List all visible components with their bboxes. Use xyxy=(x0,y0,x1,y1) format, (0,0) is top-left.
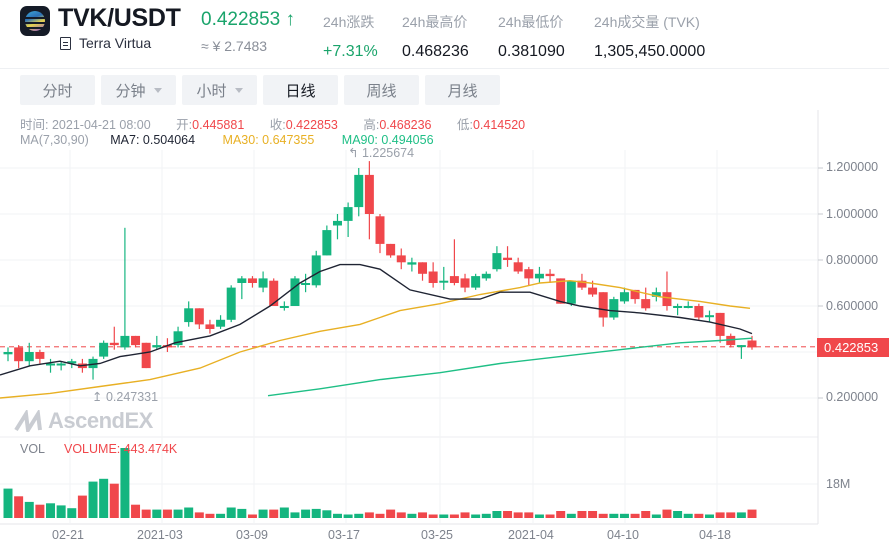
market-header: TVK/USDT Terra Virtua 0.422853 ↑ ≈ ¥ 2.7… xyxy=(0,0,889,70)
y-tick: 0.600000 xyxy=(826,299,879,313)
tab-label: 分时 xyxy=(42,82,73,100)
document-icon xyxy=(60,36,71,50)
tab-label: 日线 xyxy=(285,82,316,100)
x-tick: 2021-04 xyxy=(508,528,554,542)
close-label: 收: xyxy=(269,118,286,132)
tab-label: 分钟 xyxy=(115,82,146,100)
stat-change: 24h涨跌 +7.31% xyxy=(323,12,378,61)
y-tick: 1.200000 xyxy=(826,160,879,174)
ohlc-info: 时间: 2021-04-21 08:00 开:0.445881 收:0.4228… xyxy=(20,114,525,133)
header-divider xyxy=(0,68,889,69)
time-label: 时间: xyxy=(20,118,49,132)
tab-daily[interactable]: 日线 xyxy=(263,75,338,105)
open-label: 开: xyxy=(176,118,193,132)
peak-annotation: ↰ 1.225674 xyxy=(348,146,415,160)
high-label: 高: xyxy=(363,118,380,132)
ma7-value: MA7: 0.504064 xyxy=(110,133,196,147)
last-price: 0.422853 ↑ xyxy=(201,9,296,30)
ma90-value: MA90: 0.494056 xyxy=(341,133,434,147)
stat-label: 24h最低价 xyxy=(498,14,564,30)
low-label: 低: xyxy=(456,118,473,132)
x-tick: 03-17 xyxy=(328,528,360,542)
tab-monthly[interactable]: 月线 xyxy=(425,75,500,105)
stat-label: 24h成交量 (TVK) xyxy=(594,14,700,30)
ma30-value: MA30: 0.647355 xyxy=(222,133,315,147)
caret-down-icon xyxy=(153,87,162,93)
stat-label: 24h最高价 xyxy=(402,14,468,30)
stat-volume: 24h成交量 (TVK) 1,305,450.0000 xyxy=(594,12,705,61)
stat-value: +7.31% xyxy=(323,43,378,60)
current-price-tag: 0.422853 xyxy=(817,338,889,357)
tab-label: 周线 xyxy=(366,82,397,100)
low-annotation: ↥ 0.247331 xyxy=(92,390,159,404)
y-tick: 0.200000 xyxy=(826,390,879,404)
tvk-logo-icon xyxy=(20,6,50,36)
ascendex-logo-icon xyxy=(14,410,42,432)
time-value: 2021-04-21 08:00 xyxy=(51,118,151,132)
x-tick: 04-10 xyxy=(607,528,639,542)
tab-weekly[interactable]: 周线 xyxy=(344,75,419,105)
open-value: 0.445881 xyxy=(192,118,245,132)
volume-value: VOLUME: 443.474K xyxy=(64,442,178,456)
ma-label: MA(7,30,90) xyxy=(20,133,89,147)
peak-value: 1.225674 xyxy=(361,146,415,160)
tab-timeshare[interactable]: 分时 xyxy=(20,75,95,105)
x-tick: 04-18 xyxy=(699,528,731,542)
stat-high: 24h最高价 0.468236 xyxy=(402,12,469,61)
stat-value: 0.468236 xyxy=(402,43,469,60)
tab-label: 月线 xyxy=(447,82,478,100)
pair-title: TVK/USDT xyxy=(58,4,181,32)
x-tick: 03-25 xyxy=(421,528,453,542)
low-value: 0.414520 xyxy=(472,118,526,132)
stat-value: 1,305,450.0000 xyxy=(594,43,706,60)
watermark-text: AscendEX xyxy=(48,408,153,433)
y-tick: 1.000000 xyxy=(826,207,879,221)
ma-info: MA(7,30,90) MA7: 0.504064 MA30: 0.647355… xyxy=(20,133,434,147)
x-tick: 03-09 xyxy=(236,528,268,542)
stat-label: 24h涨跌 xyxy=(323,14,375,30)
token-info-link[interactable]: Terra Virtua xyxy=(60,35,151,51)
stat-value: 0.381090 xyxy=(498,43,565,60)
close-value: 0.422853 xyxy=(285,118,338,132)
price-cny: ≈ ¥ 2.7483 xyxy=(201,38,268,54)
low-value: 0.247331 xyxy=(105,390,159,404)
tab-label: 小时 xyxy=(196,82,227,100)
stat-low: 24h最低价 0.381090 xyxy=(498,12,565,61)
caret-down-icon xyxy=(234,87,243,93)
vol-label: VOL xyxy=(20,442,46,456)
x-tick: 2021-03 xyxy=(137,528,183,542)
volume-tick: 18M xyxy=(826,477,851,491)
y-tick: 0.800000 xyxy=(826,253,879,267)
high-value: 0.468236 xyxy=(379,118,432,132)
x-tick: 02-21 xyxy=(52,528,84,542)
ascendex-watermark: AscendEX xyxy=(14,408,153,434)
tab-hour[interactable]: 小时 xyxy=(182,75,257,105)
token-name: Terra Virtua xyxy=(79,35,152,51)
interval-tabs: 分时 分钟 小时 日线 周线 月线 xyxy=(20,75,500,105)
tab-minute[interactable]: 分钟 xyxy=(101,75,176,105)
